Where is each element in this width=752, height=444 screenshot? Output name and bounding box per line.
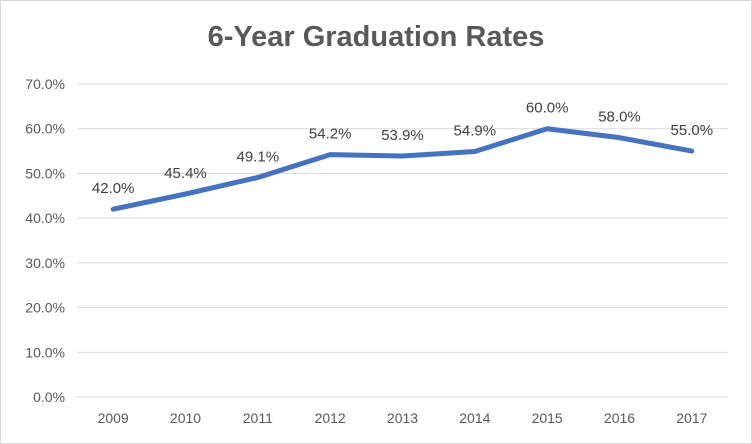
data-label: 54.2%: [309, 126, 352, 143]
data-label: 60.0%: [526, 100, 569, 117]
y-tick-label: 70.0%: [25, 76, 65, 92]
data-label: 58.0%: [598, 109, 641, 126]
y-tick-label: 40.0%: [25, 210, 65, 226]
y-tick-label: 0.0%: [33, 389, 65, 405]
x-tick-label: 2011: [243, 410, 273, 426]
x-tick-label: 2015: [532, 410, 563, 426]
x-tick-label: 2012: [315, 410, 346, 426]
x-tick-label: 2014: [459, 410, 490, 426]
data-label: 42.0%: [92, 180, 135, 197]
data-label: 55.0%: [671, 122, 714, 139]
y-tick-label: 20.0%: [25, 300, 65, 316]
y-tick-label: 10.0%: [25, 344, 65, 360]
y-tick-label: 30.0%: [25, 255, 65, 271]
x-tick-label: 2010: [170, 410, 201, 426]
data-label: 53.9%: [381, 127, 424, 144]
data-label: 54.9%: [454, 123, 497, 140]
data-label: 45.4%: [164, 165, 207, 182]
chart-title: 6-Year Graduation Rates: [207, 21, 545, 53]
series-line: [110, 126, 695, 212]
y-tick-label: 50.0%: [25, 165, 65, 181]
data-label: 49.1%: [237, 148, 280, 165]
x-tick-label: 2013: [387, 410, 418, 426]
x-tick-label: 2009: [98, 410, 129, 426]
x-tick-label: 2016: [604, 410, 635, 426]
x-tick-label: 2017: [676, 410, 707, 426]
y-tick-label: 60.0%: [25, 121, 65, 137]
